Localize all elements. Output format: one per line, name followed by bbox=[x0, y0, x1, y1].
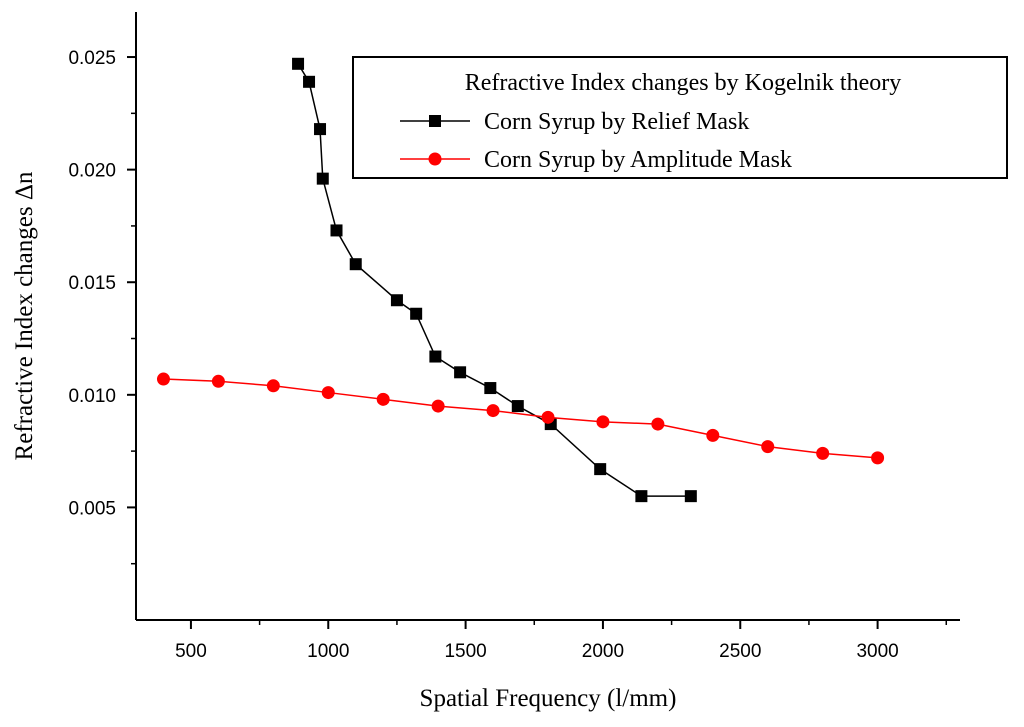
data-point bbox=[314, 123, 327, 136]
data-point bbox=[330, 224, 343, 237]
series-line bbox=[163, 378, 878, 459]
series-2 bbox=[156, 372, 885, 465]
y-axis-title: Refractive Index changes Δn bbox=[11, 171, 38, 460]
y-tick-label: 0.015 bbox=[68, 273, 116, 294]
series-line bbox=[297, 63, 691, 497]
data-point bbox=[429, 350, 442, 363]
legend-marker bbox=[428, 152, 442, 166]
data-point bbox=[266, 379, 280, 393]
data-point bbox=[292, 57, 305, 70]
x-axis-title: Spatial Frequency (l/mm) bbox=[420, 685, 677, 712]
legend-label: Corn Syrup by Amplitude Mask bbox=[484, 147, 792, 173]
y-tick-label: 0.020 bbox=[68, 161, 116, 182]
legend-box bbox=[352, 56, 1008, 179]
legend-entry-1: Corn Syrup by Relief Mask bbox=[400, 109, 749, 135]
y-tick-label: 0.025 bbox=[68, 48, 116, 69]
x-tick-label: 2000 bbox=[582, 641, 624, 662]
data-point bbox=[684, 490, 697, 503]
data-point bbox=[706, 428, 720, 442]
series-layer bbox=[156, 57, 885, 503]
x-tick-label: 2500 bbox=[719, 641, 761, 662]
y-tick-label: 0.010 bbox=[68, 386, 116, 407]
axes: 500 1000 1500 2000 2500 3000 0.005 0.010 0.015 0.… bbox=[68, 12, 960, 662]
data-point bbox=[349, 258, 362, 271]
x-tick-label: 1500 bbox=[444, 641, 486, 662]
data-point bbox=[376, 392, 390, 406]
data-point bbox=[635, 490, 648, 503]
data-point bbox=[390, 294, 403, 307]
data-point bbox=[761, 440, 775, 454]
x-tick-label: 1000 bbox=[307, 641, 349, 662]
data-point bbox=[431, 399, 445, 413]
data-point bbox=[303, 75, 316, 88]
data-point bbox=[486, 404, 500, 418]
data-point bbox=[541, 410, 555, 424]
data-point bbox=[816, 446, 830, 460]
data-point bbox=[596, 415, 610, 429]
x-tick-label: 500 bbox=[175, 641, 207, 662]
legend-entry-2: Corn Syrup by Amplitude Mask bbox=[400, 147, 792, 173]
y-tick-label: 0.005 bbox=[68, 498, 116, 519]
legend-title: Refractive Index changes by Kogelnik the… bbox=[465, 70, 902, 96]
x-tick-label: 3000 bbox=[856, 641, 898, 662]
data-point bbox=[594, 463, 607, 476]
data-point bbox=[211, 374, 225, 388]
data-point bbox=[454, 366, 467, 379]
series-1 bbox=[292, 57, 697, 503]
data-point bbox=[871, 451, 885, 465]
data-point bbox=[156, 372, 170, 386]
data-point bbox=[316, 172, 329, 185]
data-point bbox=[484, 382, 497, 395]
data-point bbox=[321, 386, 335, 400]
legend-label: Corn Syrup by Relief Mask bbox=[484, 109, 749, 135]
legend-marker bbox=[429, 115, 441, 127]
data-point bbox=[511, 400, 524, 413]
legend: Refractive Index changes by Kogelnik the… bbox=[352, 56, 1008, 179]
data-point bbox=[410, 307, 423, 320]
data-point bbox=[651, 417, 665, 431]
